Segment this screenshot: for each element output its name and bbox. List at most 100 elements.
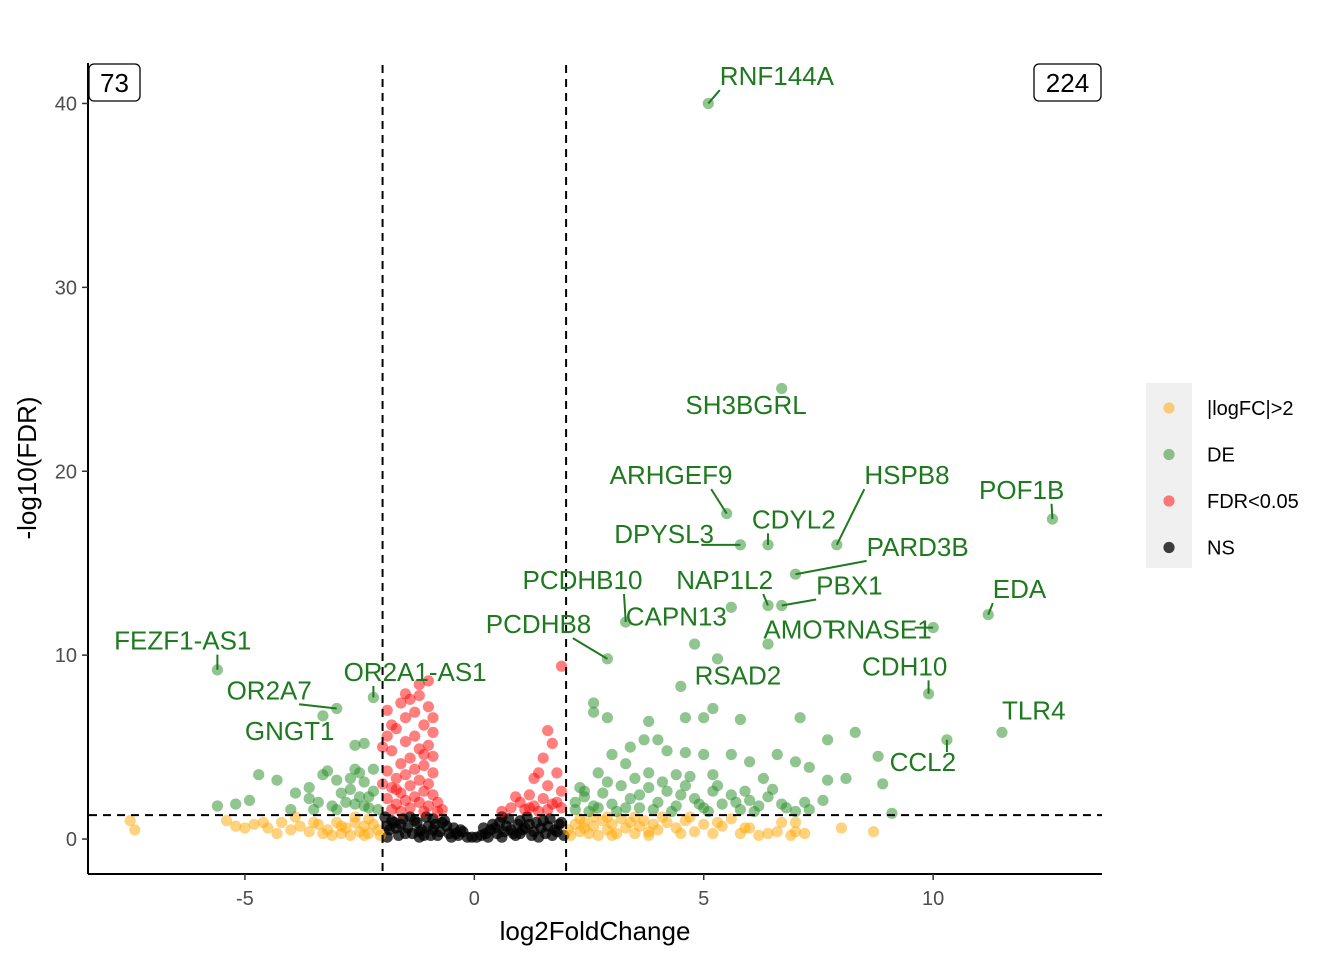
point-de [349, 763, 361, 775]
point-logfc [643, 829, 655, 842]
point-de [872, 750, 884, 762]
point-de [601, 712, 614, 724]
point-de [624, 741, 636, 753]
point-de [578, 785, 591, 797]
label-leader-line [1050, 503, 1054, 520]
gene-label: NAP1L2 [676, 565, 773, 595]
point-fdr [528, 772, 540, 785]
x-tick-label: -5 [236, 888, 254, 910]
point-fdr [395, 697, 407, 709]
point-de [679, 780, 692, 792]
gene-label: PBX1 [816, 570, 883, 600]
point-de [620, 802, 632, 814]
gene-label: GNGT1 [245, 716, 335, 746]
point-logfc [326, 829, 338, 842]
count-box-right: 224 [1033, 63, 1102, 102]
point-fdr [390, 772, 402, 785]
legend-key [1163, 495, 1175, 507]
point-fdr [418, 785, 430, 797]
gene-label: EDA [993, 574, 1047, 604]
point-de [331, 804, 343, 816]
point-ns [395, 818, 407, 830]
point-de [799, 796, 811, 808]
point-fdr [409, 706, 421, 718]
point-logfc [257, 816, 269, 829]
point-fdr [399, 736, 412, 748]
point-fdr [390, 783, 402, 796]
point-de [679, 747, 692, 759]
point-fdr [418, 719, 430, 731]
point-de [303, 782, 315, 794]
point-logfc [349, 811, 361, 823]
point-de [243, 794, 256, 807]
point-de [757, 772, 770, 785]
label-leader-line [835, 488, 866, 546]
point-fdr [427, 712, 439, 724]
point-de [358, 800, 370, 812]
point-de [643, 767, 655, 779]
point-de [321, 765, 334, 777]
point-ns [496, 831, 508, 843]
point-de [689, 638, 701, 650]
point-logfc [588, 820, 600, 832]
legend-key [1163, 402, 1175, 414]
point-logfc [344, 829, 356, 842]
point-logfc [739, 822, 751, 834]
point-ns [523, 818, 536, 830]
point-logfc [762, 827, 774, 840]
point-de [303, 793, 315, 805]
point-de [762, 638, 774, 650]
point-fdr [546, 737, 558, 750]
point-de [331, 702, 343, 715]
point-de [734, 713, 747, 726]
point-fdr [399, 712, 412, 724]
point-fdr [404, 780, 416, 792]
point-de [620, 758, 632, 770]
point-ns [432, 829, 444, 842]
point-de [615, 780, 627, 792]
gene-label: TLR4 [1002, 696, 1066, 726]
count-left-text: 73 [100, 68, 129, 98]
y-tick-label: 40 [55, 93, 77, 115]
point-logfc [698, 818, 710, 830]
point-fdr [404, 802, 416, 814]
threshold-lines [89, 65, 1102, 873]
point-de [211, 664, 223, 676]
point-de [693, 798, 705, 810]
point-fdr [523, 789, 536, 801]
gene-label: RNASE1 [828, 615, 932, 645]
point-logfc [294, 820, 306, 832]
point-logfc [675, 827, 687, 840]
point-de [643, 782, 655, 794]
point-logfc [867, 826, 880, 838]
point-fdr [413, 690, 425, 702]
point-de [744, 794, 756, 807]
point-fdr [409, 730, 421, 742]
point-logfc [771, 826, 783, 838]
point-de [707, 769, 719, 781]
x-tick-label: 5 [698, 888, 709, 910]
point-de [358, 776, 370, 788]
point-fdr [404, 752, 416, 764]
point-de [982, 609, 994, 621]
point-ns [413, 831, 425, 843]
legend-key [1163, 448, 1175, 461]
point-ns [477, 822, 490, 834]
point-de [331, 774, 343, 786]
point-logfc [592, 829, 604, 842]
point-de [776, 599, 788, 612]
point-logfc [358, 829, 370, 842]
y-tick-label: 30 [55, 277, 77, 299]
point-de [601, 776, 614, 788]
gene-label: CAPN13 [626, 602, 727, 632]
point-de [822, 774, 834, 786]
point-de [771, 748, 783, 761]
label-leader-line [795, 559, 867, 576]
point-de [624, 793, 636, 805]
point-de [776, 382, 788, 395]
point-logfc [606, 829, 618, 842]
point-de [367, 785, 379, 797]
point-ns [505, 824, 517, 836]
point-de [661, 745, 673, 757]
